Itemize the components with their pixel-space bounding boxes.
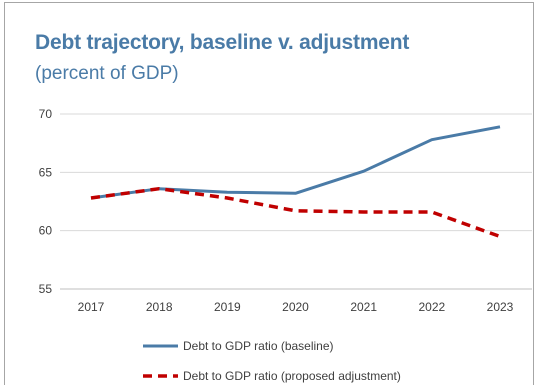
y-tick-label-55: 55	[39, 282, 53, 296]
x-tick-label-2023: 2023	[487, 300, 514, 314]
legend-label-proposed-adjustment: Debt to GDP ratio (proposed adjustment)	[183, 369, 401, 383]
x-tick-label-2020: 2020	[282, 300, 309, 314]
x-tick-label-2022: 2022	[418, 300, 445, 314]
x-tick-label-2018: 2018	[146, 300, 173, 314]
y-tick-label-65: 65	[39, 165, 53, 179]
series-line-baseline	[90, 125, 501, 200]
chart-subtitle: (percent of GDP)	[35, 63, 179, 84]
chart-title: Debt trajectory, baseline v. adjustment	[35, 31, 410, 54]
legend-label-baseline: Debt to GDP ratio (baseline)	[183, 339, 334, 353]
y-tick-label-60: 60	[39, 224, 53, 238]
series-line-proposed-adjustment	[90, 186, 501, 239]
x-tick-label-2019: 2019	[214, 300, 241, 314]
x-tick-label-2017: 2017	[78, 300, 105, 314]
x-tick-label-2021: 2021	[350, 300, 377, 314]
y-tick-label-70: 70	[39, 107, 53, 121]
